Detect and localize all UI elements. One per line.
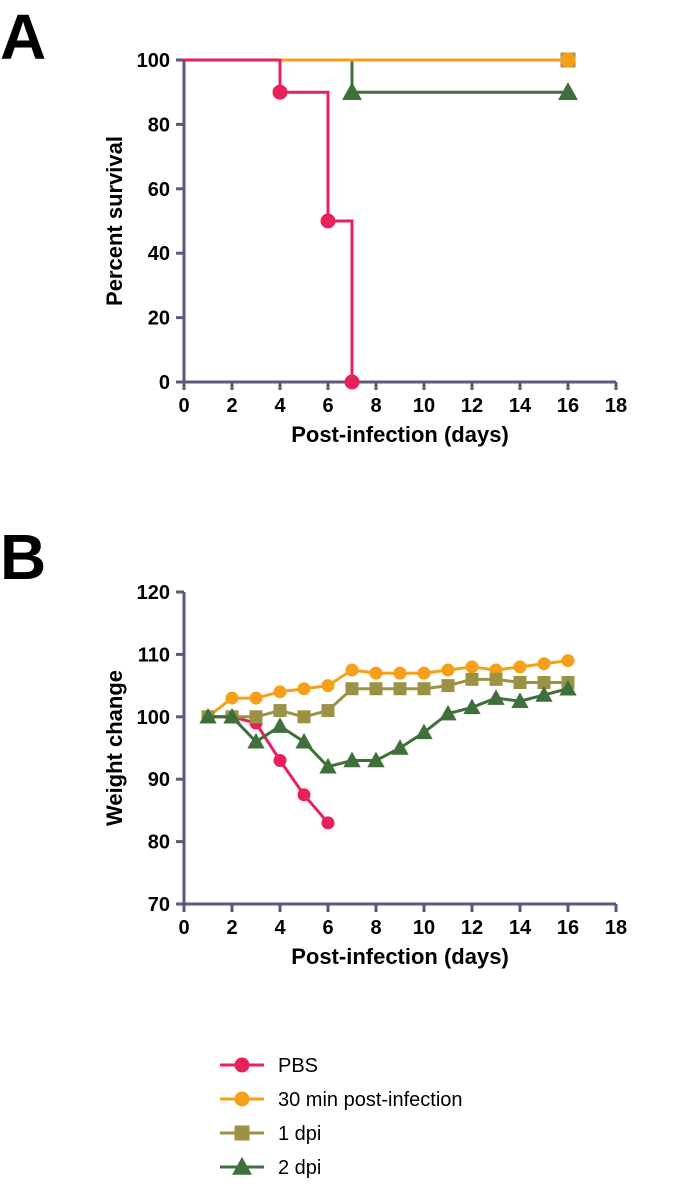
svg-text:18: 18 — [605, 917, 627, 939]
svg-text:80: 80 — [148, 832, 170, 854]
svg-text:18: 18 — [605, 395, 627, 417]
figure-page: { "panelA": { "label": "A", "label_fonts… — [0, 0, 675, 1204]
svg-text:PBS: PBS — [278, 1055, 318, 1077]
svg-text:2: 2 — [226, 917, 237, 939]
svg-text:0: 0 — [178, 917, 189, 939]
svg-text:120: 120 — [137, 582, 170, 604]
svg-text:90: 90 — [148, 769, 170, 791]
svg-text:6: 6 — [322, 917, 333, 939]
svg-text:70: 70 — [148, 894, 170, 916]
panel-b-label: B — [0, 520, 46, 594]
panel-b-chart: 70 80 90 100 110 120 0 2 4 6 8 10 12 14 16 18 Post-infec… — [96, 572, 636, 987]
svg-text:Post-infection (days): Post-infection (days) — [291, 422, 509, 447]
panel-a-label: A — [0, 0, 46, 74]
svg-text:Percent survival: Percent survival — [102, 136, 127, 306]
svg-text:0: 0 — [178, 395, 189, 417]
svg-text:12: 12 — [461, 395, 483, 417]
svg-text:4: 4 — [274, 395, 286, 417]
svg-text:1 dpi: 1 dpi — [278, 1123, 321, 1145]
svg-text:30 min post-infection: 30 min post-infection — [278, 1089, 463, 1111]
svg-text:14: 14 — [509, 917, 532, 939]
svg-text:12: 12 — [461, 917, 483, 939]
svg-text:16: 16 — [557, 917, 579, 939]
panel-a-chart: 0 20 40 60 80 100 0 2 4 6 8 10 12 14 16 18 Post-infectio… — [96, 40, 636, 465]
svg-text:60: 60 — [148, 179, 170, 201]
figure-legend: PBS 30 min post-infection 1 dpi 2 dpi — [220, 1048, 620, 1189]
svg-text:14: 14 — [509, 395, 532, 417]
svg-text:40: 40 — [148, 243, 170, 265]
svg-text:Weight change: Weight change — [102, 670, 127, 826]
svg-text:20: 20 — [148, 308, 170, 330]
svg-text:2 dpi: 2 dpi — [278, 1157, 321, 1179]
svg-text:2: 2 — [226, 395, 237, 417]
svg-text:100: 100 — [137, 707, 170, 729]
svg-text:100: 100 — [137, 50, 170, 72]
svg-text:8: 8 — [370, 917, 381, 939]
svg-text:0: 0 — [159, 372, 170, 394]
svg-text:10: 10 — [413, 395, 435, 417]
svg-text:16: 16 — [557, 395, 579, 417]
svg-text:6: 6 — [322, 395, 333, 417]
svg-text:Post-infection (days): Post-infection (days) — [291, 944, 509, 969]
svg-text:10: 10 — [413, 917, 435, 939]
svg-text:110: 110 — [138, 644, 170, 666]
svg-text:8: 8 — [370, 395, 381, 417]
svg-text:4: 4 — [274, 917, 286, 939]
svg-text:80: 80 — [148, 114, 170, 136]
